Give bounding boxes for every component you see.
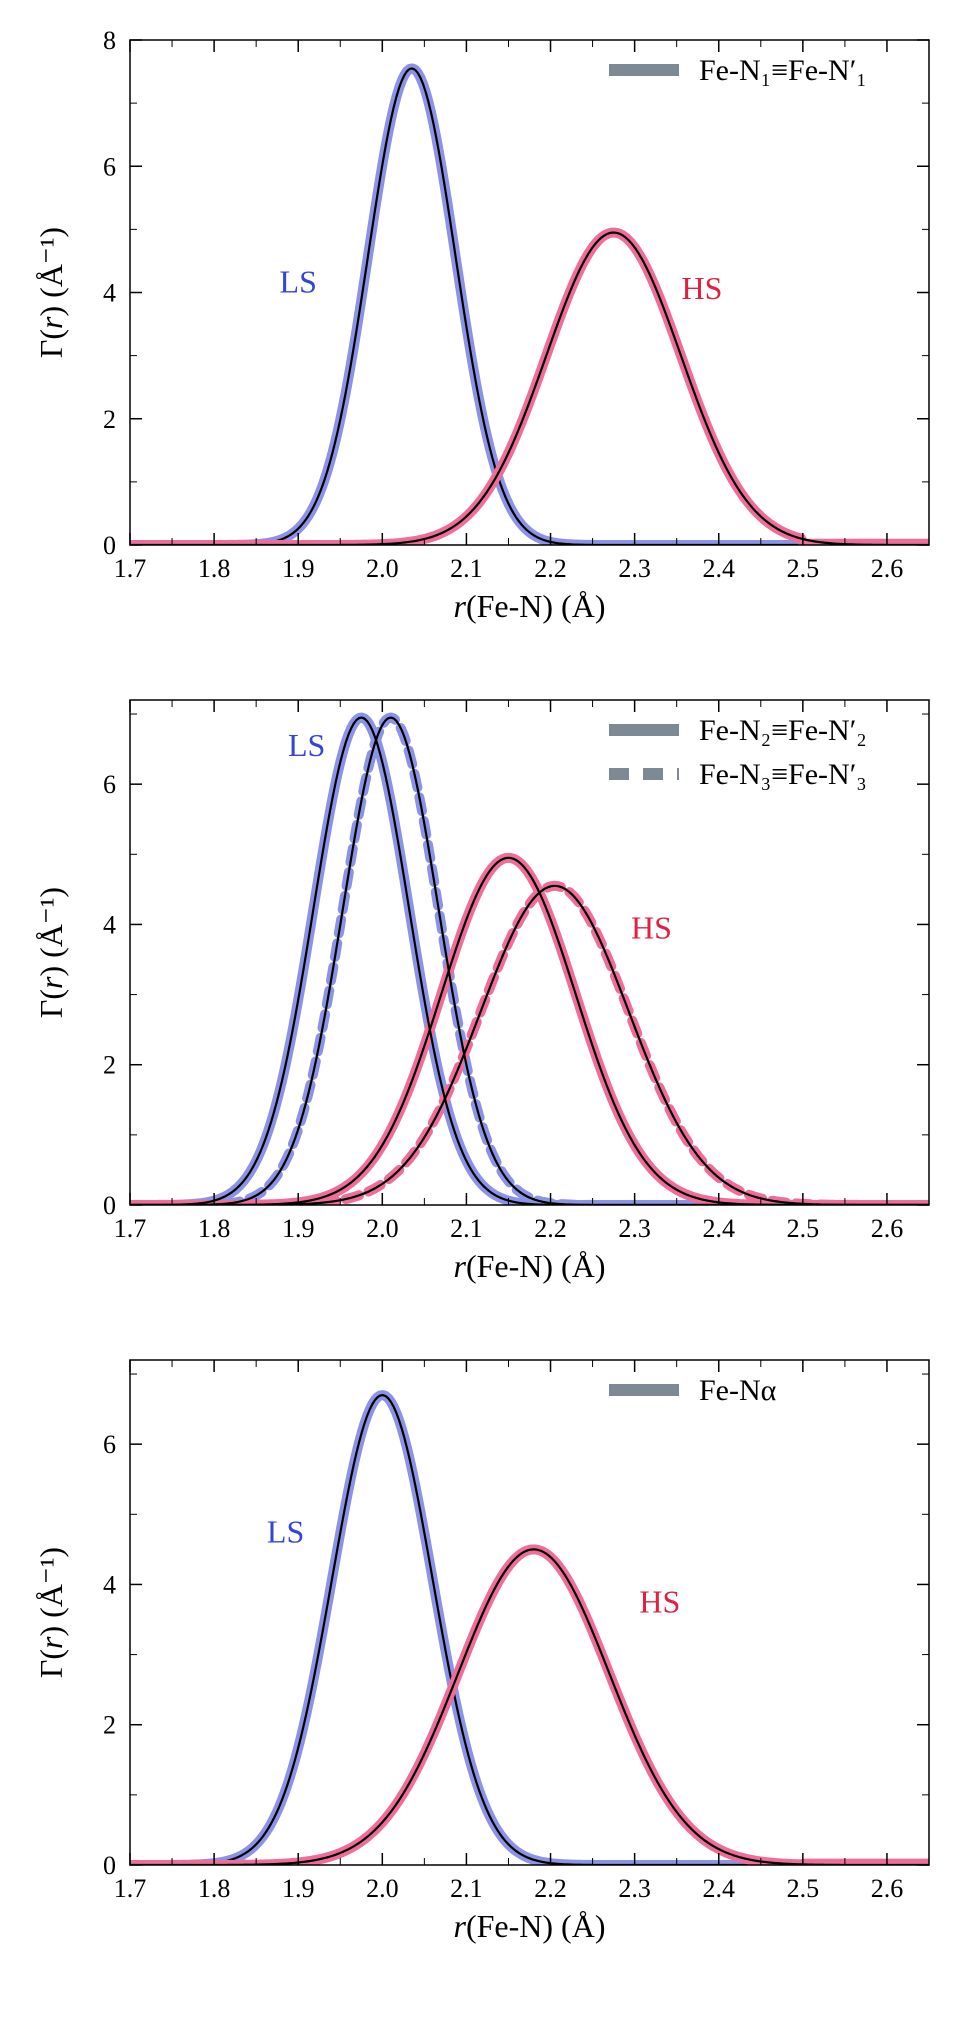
- x-tick-label: 2.6: [871, 554, 904, 583]
- legend-label: Fe-N₁≡Fe-N′₁: [699, 54, 867, 87]
- x-tick-label: 2.3: [618, 1214, 651, 1243]
- series-line: [130, 233, 929, 545]
- legend-label: Fe-N₂≡Fe-N′₂: [699, 714, 867, 747]
- x-tick-label: 1.9: [282, 1874, 315, 1903]
- x-tick-label: 2.6: [871, 1874, 904, 1903]
- y-tick-label: 0: [103, 1191, 116, 1220]
- y-axis-label: Γ(r) (Å⁻¹): [33, 227, 69, 358]
- chart-panel-1: 1.7 1.8 1.9 2.0 2.1 2.2 2.3 2.4 2.5 2.6 0 2 4 6 8 r(Fe-…: [20, 20, 949, 640]
- annotation-hs: HS: [631, 909, 672, 945]
- x-tick-label: 2.0: [366, 1874, 399, 1903]
- series-line: [130, 886, 929, 1205]
- x-tick-label: 2.1: [450, 554, 483, 583]
- x-tick-label: 2.2: [534, 554, 567, 583]
- x-axis-label: r(Fe-N) (Å): [454, 588, 606, 624]
- chart-panel-3: 1.7 1.8 1.9 2.0 2.1 2.2 2.3 2.4 2.5 2.6 0 2 4 6 r(Fe-N…: [20, 1340, 949, 1960]
- annotation-ls: LS: [280, 264, 317, 300]
- series-line: [130, 68, 929, 545]
- legend-label: Fe-Nα: [699, 1374, 777, 1407]
- x-tick-label: 2.0: [366, 1214, 399, 1243]
- x-tick-label: 1.8: [198, 1874, 231, 1903]
- series-line: [130, 1395, 929, 1865]
- x-tick-label: 2.2: [534, 1214, 567, 1243]
- series-line: [130, 1549, 929, 1865]
- y-tick-label: 4: [103, 910, 116, 939]
- x-tick-label: 2.3: [618, 554, 651, 583]
- series-line: [130, 1549, 929, 1865]
- x-tick-label: 2.0: [366, 554, 399, 583]
- y-axis-label: Γ(r) (Å⁻¹): [33, 887, 69, 1018]
- x-axis-label: r(Fe-N) (Å): [454, 1908, 606, 1944]
- x-tick-label: 2.2: [534, 1874, 567, 1903]
- y-tick-label: 8: [103, 26, 116, 55]
- y-tick-label: 2: [103, 405, 116, 434]
- annotation-hs: HS: [681, 270, 722, 306]
- x-tick-label: 2.5: [787, 1214, 820, 1243]
- y-tick-label: 6: [103, 1430, 116, 1459]
- series-line: [130, 68, 929, 545]
- chart-svg: 1.7 1.8 1.9 2.0 2.1 2.2 2.3 2.4 2.5 2.6 0 2 4 6 r(Fe-N…: [20, 1340, 949, 1960]
- series-line: [130, 858, 929, 1205]
- x-tick-label: 2.4: [702, 554, 735, 583]
- y-tick-label: 6: [103, 152, 116, 181]
- chart-panel-2: 1.7 1.8 1.9 2.0 2.1 2.2 2.3 2.4 2.5 2.6 0 2 4 6 r(Fe-N…: [20, 680, 949, 1300]
- x-tick-label: 1.8: [198, 1214, 231, 1243]
- x-tick-label: 1.7: [114, 1214, 147, 1243]
- y-tick-label: 0: [103, 1851, 116, 1880]
- annotation-hs: HS: [639, 1584, 680, 1620]
- y-tick-label: 2: [103, 1711, 116, 1740]
- x-tick-label: 2.5: [787, 1874, 820, 1903]
- x-tick-label: 1.7: [114, 1874, 147, 1903]
- annotation-ls: LS: [288, 727, 325, 763]
- x-tick-label: 2.4: [702, 1874, 735, 1903]
- x-tick-label: 1.9: [282, 1214, 315, 1243]
- x-tick-label: 2.5: [787, 554, 820, 583]
- annotation-ls: LS: [267, 1513, 304, 1549]
- series-line: [130, 858, 929, 1205]
- x-tick-label: 1.8: [198, 554, 231, 583]
- y-tick-label: 0: [103, 531, 116, 560]
- x-tick-label: 2.3: [618, 1874, 651, 1903]
- x-tick-label: 1.9: [282, 554, 315, 583]
- y-tick-label: 4: [103, 279, 116, 308]
- x-tick-label: 1.7: [114, 554, 147, 583]
- x-axis-label: r(Fe-N) (Å): [454, 1248, 606, 1284]
- x-tick-label: 2.1: [450, 1214, 483, 1243]
- y-tick-label: 4: [103, 1570, 116, 1599]
- figure-stack: 1.7 1.8 1.9 2.0 2.1 2.2 2.3 2.4 2.5 2.6 0 2 4 6 8 r(Fe-…: [20, 20, 949, 1960]
- x-tick-label: 2.4: [702, 1214, 735, 1243]
- series-line: [130, 1395, 929, 1865]
- chart-svg: 1.7 1.8 1.9 2.0 2.1 2.2 2.3 2.4 2.5 2.6 0 2 4 6 r(Fe-N…: [20, 680, 949, 1300]
- y-axis-label: Γ(r) (Å⁻¹): [33, 1547, 69, 1678]
- y-tick-label: 2: [103, 1051, 116, 1080]
- x-tick-label: 2.1: [450, 1874, 483, 1903]
- x-tick-label: 2.6: [871, 1214, 904, 1243]
- series-line: [130, 886, 929, 1205]
- chart-svg: 1.7 1.8 1.9 2.0 2.1 2.2 2.3 2.4 2.5 2.6 0 2 4 6 8 r(Fe-…: [20, 20, 949, 640]
- y-tick-label: 6: [103, 770, 116, 799]
- legend-label: Fe-N₃≡Fe-N′₃: [699, 758, 867, 791]
